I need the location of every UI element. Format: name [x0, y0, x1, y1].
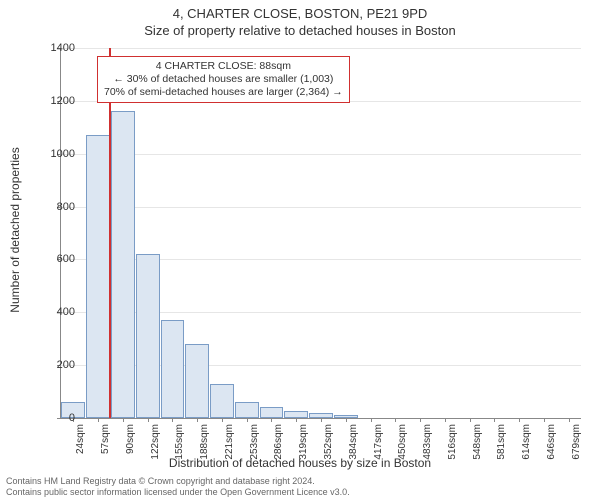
x-tick-mark	[395, 418, 396, 422]
x-tick-mark	[222, 418, 223, 422]
histogram-bar	[185, 344, 209, 418]
chart-subtitle: Size of property relative to detached ho…	[0, 21, 600, 38]
x-tick-mark	[420, 418, 421, 422]
histogram-bar	[210, 384, 234, 418]
x-tick-label: 286sqm	[273, 424, 284, 460]
histogram-bar	[86, 135, 110, 418]
x-tick-mark	[296, 418, 297, 422]
x-tick-mark	[197, 418, 198, 422]
x-tick-label: 57sqm	[100, 424, 111, 454]
y-tick-label: 600	[35, 253, 75, 265]
x-tick-label: 253sqm	[249, 424, 260, 460]
x-tick-label: 90sqm	[125, 424, 136, 454]
x-tick-label: 384sqm	[348, 424, 359, 460]
y-tick-label: 400	[35, 306, 75, 318]
x-tick-mark	[148, 418, 149, 422]
y-tick-label: 1000	[35, 148, 75, 160]
x-tick-label: 188sqm	[199, 424, 210, 460]
y-tick-label: 1400	[35, 42, 75, 54]
x-tick-label: 516sqm	[447, 424, 458, 460]
footer-line-2: Contains public sector information licen…	[6, 487, 594, 498]
x-tick-label: 646sqm	[546, 424, 557, 460]
x-tick-mark	[123, 418, 124, 422]
y-tick-label: 200	[35, 359, 75, 371]
x-tick-mark	[519, 418, 520, 422]
y-axis-label: Number of detached properties	[8, 147, 22, 312]
x-tick-label: 24sqm	[75, 424, 86, 454]
footer: Contains HM Land Registry data © Crown c…	[6, 476, 594, 498]
histogram-bar	[260, 407, 284, 418]
x-tick-label: 614sqm	[521, 424, 532, 460]
x-tick-label: 548sqm	[472, 424, 483, 460]
histogram-bar	[111, 111, 135, 418]
x-tick-label: 221sqm	[224, 424, 235, 460]
x-tick-mark	[98, 418, 99, 422]
x-tick-mark	[445, 418, 446, 422]
x-tick-mark	[371, 418, 372, 422]
y-tick-label: 800	[35, 201, 75, 213]
x-tick-mark	[544, 418, 545, 422]
x-tick-label: 319sqm	[298, 424, 309, 460]
x-tick-mark	[346, 418, 347, 422]
x-tick-mark	[321, 418, 322, 422]
y-tick-label: 1200	[35, 95, 75, 107]
annotation-line-3: 70% of semi-detached houses are larger (…	[104, 86, 343, 99]
x-tick-label: 679sqm	[571, 424, 582, 460]
page-title: 4, CHARTER CLOSE, BOSTON, PE21 9PD	[0, 0, 600, 21]
x-tick-mark	[247, 418, 248, 422]
x-tick-label: 122sqm	[150, 424, 161, 460]
gridline	[61, 48, 581, 49]
annotation-line-2: ← 30% of detached houses are smaller (1,…	[104, 73, 343, 86]
y-tick-label: 0	[35, 412, 75, 424]
annotation-box: 4 CHARTER CLOSE: 88sqm ← 30% of detached…	[97, 56, 350, 103]
x-tick-mark	[271, 418, 272, 422]
x-tick-label: 417sqm	[373, 424, 384, 460]
histogram-bar	[161, 320, 185, 418]
x-tick-label: 483sqm	[422, 424, 433, 460]
histogram-bar	[284, 411, 308, 418]
x-tick-label: 581sqm	[496, 424, 507, 460]
x-tick-label: 352sqm	[323, 424, 334, 460]
x-tick-label: 450sqm	[397, 424, 408, 460]
x-tick-mark	[470, 418, 471, 422]
gridline	[61, 207, 581, 208]
footer-line-1: Contains HM Land Registry data © Crown c…	[6, 476, 594, 487]
histogram-bar	[235, 402, 259, 418]
histogram-chart: 4 CHARTER CLOSE: 88sqm ← 30% of detached…	[60, 48, 581, 419]
x-tick-mark	[494, 418, 495, 422]
reference-line	[109, 48, 111, 418]
annotation-line-1: 4 CHARTER CLOSE: 88sqm	[104, 60, 343, 73]
histogram-bar	[136, 254, 160, 418]
x-tick-mark	[569, 418, 570, 422]
gridline	[61, 154, 581, 155]
x-tick-mark	[172, 418, 173, 422]
x-tick-label: 155sqm	[174, 424, 185, 460]
